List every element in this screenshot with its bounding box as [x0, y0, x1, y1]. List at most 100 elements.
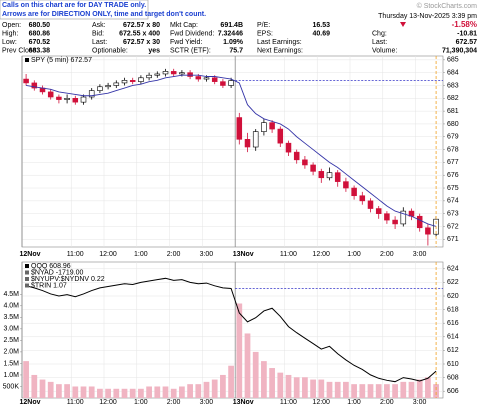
- candle-body: [302, 159, 308, 166]
- volume-bar: [351, 384, 357, 398]
- volume-bar: [252, 351, 259, 398]
- x-tick-label: 12:00: [99, 399, 117, 406]
- y-tick-label: 680: [447, 121, 459, 128]
- candle-body: [293, 151, 300, 161]
- y-tick-label: 685: [447, 57, 459, 64]
- x-tick-label: 1:00: [347, 399, 361, 406]
- volume-bar: [318, 379, 325, 398]
- x-tick-label: 11:00: [280, 251, 297, 258]
- volume-bar: [80, 386, 87, 398]
- volume-bar: [129, 388, 136, 398]
- x-tick-label: 11:00: [67, 251, 84, 258]
- candle-body: [88, 90, 95, 98]
- quote-label: Bid:: [92, 30, 104, 37]
- candle-body: [252, 131, 259, 148]
- x-tick-label: 3:00: [413, 399, 427, 406]
- quote-label: Optionable:: [92, 47, 128, 54]
- candle-body: [80, 96, 87, 103]
- quote-value: 672.57 x 30: [123, 39, 160, 46]
- candle-body: [56, 96, 62, 100]
- candle-body: [47, 91, 54, 98]
- volume-bar: [367, 384, 374, 398]
- candle-body: [195, 76, 202, 80]
- legend-label: $NYUPV:$NYDNV 0.22: [31, 276, 105, 283]
- volume-bar: [154, 386, 161, 398]
- volume-bar: [285, 374, 292, 398]
- candle-body: [211, 77, 218, 82]
- moving-average: [26, 74, 437, 227]
- candle-body: [105, 85, 111, 88]
- x-tick-label: 3:00: [200, 399, 214, 406]
- price-line: [25, 277, 437, 383]
- candle-body: [72, 98, 79, 103]
- y-tick-label: 614: [447, 334, 459, 341]
- x-tick-label: 12:00: [312, 399, 330, 406]
- quote-value: 16.53: [312, 22, 330, 29]
- candle-body: [334, 172, 341, 182]
- volume-bar: [211, 379, 218, 398]
- candle-body: [326, 172, 333, 179]
- x-tick-label: 13Nov: [233, 399, 254, 406]
- volume-bar: [146, 386, 152, 398]
- x-tick-label: 11:00: [280, 399, 297, 406]
- y2-tick-label: 4.0M: [3, 303, 19, 310]
- volume-bar: [203, 381, 210, 398]
- y-tick-label: 620: [447, 293, 459, 300]
- candle-body: [64, 98, 70, 100]
- volume-bar: [343, 381, 349, 398]
- x-tick-label: 12Nov: [19, 251, 40, 258]
- candle-body: [228, 80, 234, 86]
- candle-body: [236, 117, 243, 140]
- candle-body: [343, 181, 349, 189]
- y2-tick-label: 2.0M: [3, 349, 19, 356]
- y2-tick-label: 500K: [3, 383, 20, 390]
- candle-body: [261, 122, 267, 132]
- candle-body: [138, 77, 144, 82]
- x-tick-label: 2:00: [167, 251, 181, 258]
- quote-label: High:: [2, 30, 18, 37]
- quote-value: 680.50: [29, 22, 51, 29]
- panel: [21, 55, 444, 248]
- status-label: Chg:: [372, 30, 387, 37]
- quote-label: Fwd Yield:: [170, 39, 202, 46]
- volume-bar: [31, 374, 38, 398]
- y2-tick-label: 1.0M: [3, 372, 19, 379]
- volume-bar: [47, 381, 54, 398]
- volume-bar: [425, 377, 431, 398]
- volume-bar: [261, 361, 267, 398]
- candle-body: [187, 72, 193, 77]
- candle-body: [277, 128, 284, 144]
- x-tick-label: 12:00: [99, 251, 117, 258]
- quote-label: Mkt Cap:: [170, 22, 198, 29]
- volume-bar: [334, 381, 341, 398]
- candle-body: [359, 195, 366, 202]
- volume-bar: [269, 368, 275, 398]
- volume-bar: [416, 379, 423, 398]
- quote-value: yes: [148, 47, 160, 54]
- volume-bar: [433, 384, 439, 398]
- candle-body: [220, 81, 226, 86]
- x-tick-label: 12Nov: [19, 399, 40, 406]
- volume-bar: [72, 386, 79, 398]
- volume-bar: [392, 384, 398, 398]
- y-tick-label: 622: [447, 279, 459, 286]
- quote-value: 670.52: [29, 39, 51, 46]
- candle-body: [244, 139, 251, 148]
- x-tick-label: 1:00: [134, 251, 148, 258]
- legend-label: SPY (5 min) 672.57: [31, 57, 92, 64]
- volume-bar: [121, 388, 128, 398]
- candle-body: [310, 164, 316, 172]
- quote-label: P/E:: [257, 22, 270, 29]
- watermark: © StockCharts.com: [417, 2, 478, 10]
- quote-value: 683.38: [29, 47, 51, 54]
- volume-bar: [56, 384, 62, 398]
- banner-line: Arrows are for DIRECTION ONLY, time and …: [2, 11, 206, 18]
- candle-body: [162, 71, 169, 75]
- legend-label: QQQ 608.96: [31, 263, 71, 270]
- banner-box: [0, 0, 149, 20]
- legend-swatch: [25, 264, 29, 268]
- volume-bar: [23, 361, 29, 398]
- volume-bar: [195, 384, 202, 398]
- x-tick-label: 13Nov: [233, 251, 254, 258]
- volume-bar: [375, 384, 382, 398]
